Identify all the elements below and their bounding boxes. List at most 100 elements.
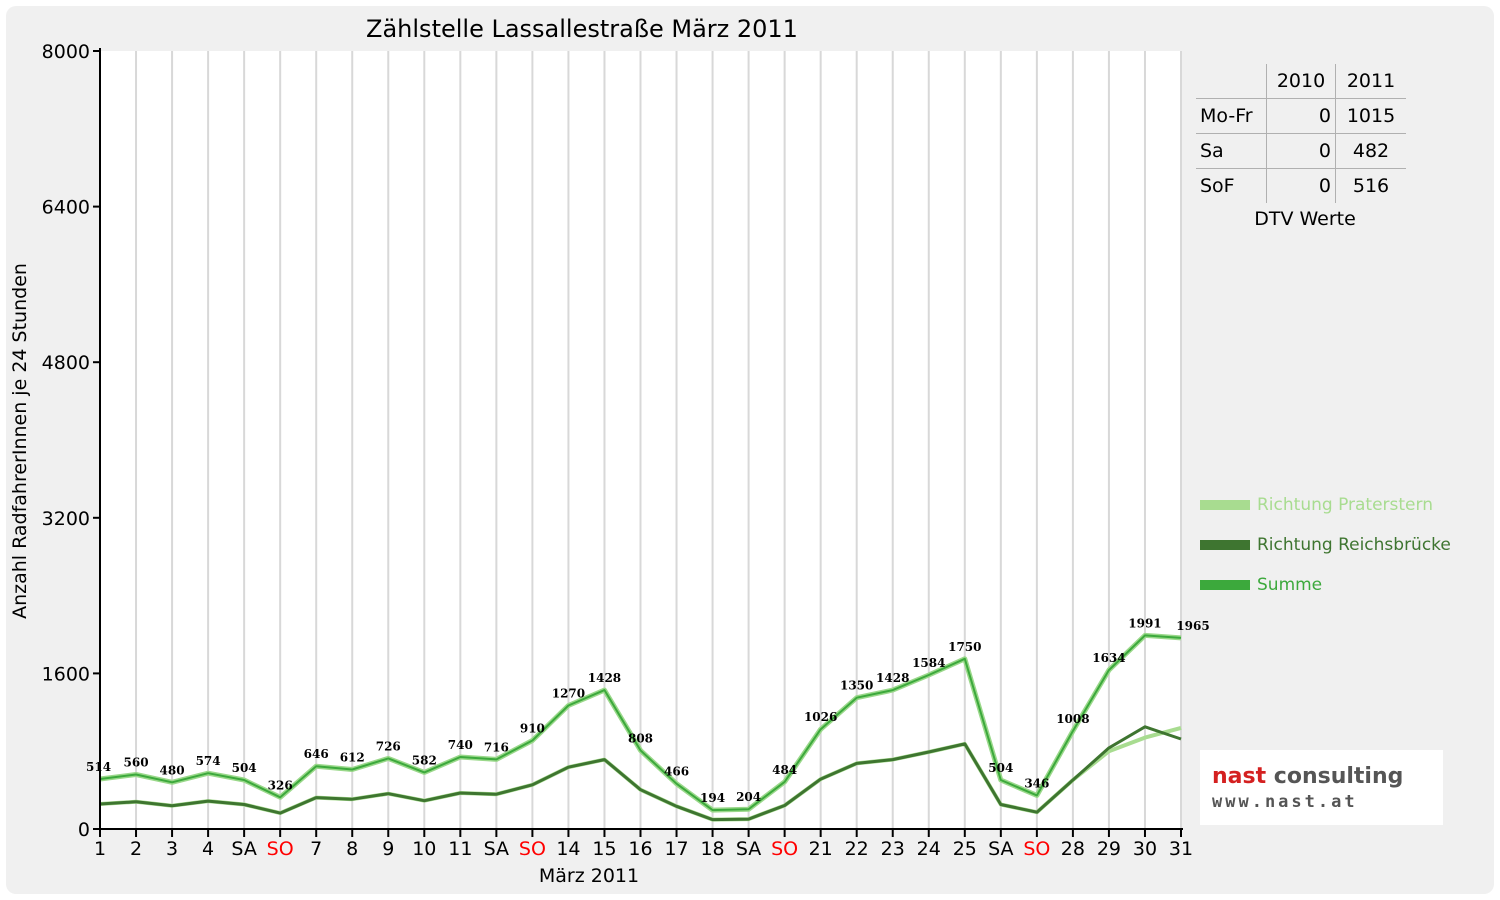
y-tick-label: 4800 [42,352,90,374]
dtv-row-label: Mo-Fr [1196,98,1267,134]
x-tick-label: 2 [130,838,142,860]
data-label: 1026 [804,710,837,724]
dtv-header-2011: 2011 [1335,64,1406,99]
x-tick-label: 7 [310,838,322,860]
x-tick-label: SA [231,838,256,860]
series-line-richtung-reichsbr-cke [99,725,1182,822]
x-tick-label: SO [771,838,798,860]
data-label: 466 [664,765,689,779]
x-tick-label: SO [519,838,546,860]
x-tick-label: 18 [700,838,724,860]
legend-swatch [1200,540,1250,550]
data-label: 1991 [1128,616,1161,630]
x-tick-label: 23 [881,838,905,860]
legend-item-summe: Summe [1200,575,1322,595]
data-label: 1634 [1092,651,1125,665]
data-label: 194 [700,791,725,805]
dtv-cell-2011: 482 [1335,133,1406,169]
data-label: 514 [86,760,111,774]
data-label: 504 [988,761,1013,775]
y-tick-label: 6400 [42,197,90,219]
data-label: 582 [412,753,437,767]
x-axis-label: März 2011 [539,865,639,887]
data-label: 1350 [840,679,873,693]
data-label: 346 [1024,776,1049,790]
dtv-row-label: SoF [1200,175,1235,197]
x-tick-label: 17 [664,838,688,860]
data-label: 480 [160,763,185,777]
dtv-header-empty [1196,64,1267,99]
chart-title: Zählstelle Lassallestraße März 2011 [366,15,798,43]
x-tick-label: SA [988,838,1013,860]
logo-wordmark: nast consulting [1212,764,1403,789]
x-tick-label: 4 [202,838,214,860]
legend-item-reichsbruecke: Richtung Reichsbrücke [1200,535,1451,555]
data-label: 1008 [1056,712,1089,726]
x-tick-label: 3 [166,838,178,860]
x-tick-label: 25 [953,838,977,860]
dtv-cell-2011: 1015 [1335,98,1406,134]
data-label: 560 [124,756,149,770]
dtv-cell-2010: 0 [1266,168,1336,203]
legend-swatch [1200,580,1250,590]
logo-gray-text: consulting [1266,764,1404,789]
x-tick-label: SO [267,838,294,860]
company-logo: nast consulting www.nast.at [1200,750,1443,825]
logo-url: www.nast.at [1212,792,1358,812]
dtv-caption: DTV Werte [1254,208,1356,230]
data-label: 1428 [876,671,909,685]
x-tick-label: 11 [448,838,472,860]
x-tick-label: 15 [592,838,616,860]
legend-swatch [1200,500,1250,510]
dtv-cell-2011: 516 [1335,168,1406,203]
y-tick-label: 0 [78,819,90,841]
dtv-cell-2010: 0 [1266,98,1336,134]
data-label: 1270 [552,686,585,700]
x-tick-label: 22 [845,838,869,860]
y-tick-label: 1600 [42,663,90,685]
y-axis-label: Anzahl RadfahrerInnen je 24 Stunden [9,263,31,619]
dtv-table: 2010 2011 Mo-Fr 0 1015 Sa 0 482 SoF 0 51… [1196,64,1406,203]
data-label: 612 [340,750,365,764]
x-tick-label: 21 [809,838,833,860]
data-label: 1750 [948,640,981,654]
data-label: 726 [376,739,401,753]
x-tick-label: 14 [556,838,580,860]
x-tick-label: 1 [94,838,106,860]
dtv-header-2010: 2010 [1266,64,1336,99]
logo-red-text: nast [1212,764,1267,789]
x-tick-label: SA [484,838,509,860]
x-tick-label: 10 [412,838,436,860]
data-label: 740 [448,738,473,752]
data-label: 646 [304,747,329,761]
legend-item-praterstern: Richtung Praterstern [1200,495,1433,515]
data-label: 1428 [588,671,621,685]
data-label: 1584 [912,656,945,670]
dtv-row-label: Sa [1196,133,1267,169]
dtv-cell-2010: 0 [1266,133,1336,169]
series-line-summe [99,634,1182,812]
data-label: 504 [232,761,257,775]
y-tick-label: 3200 [42,508,90,530]
x-tick-label: 28 [1061,838,1085,860]
x-tick-label: 16 [628,838,652,860]
y-tick-label: 8000 [42,41,90,63]
data-label: 910 [520,722,545,736]
x-tick-label: 30 [1133,838,1157,860]
x-tick-label: 8 [346,838,358,860]
data-label: 808 [628,731,653,745]
x-tick-label: SO [1023,838,1050,860]
x-tick-label: 9 [382,838,394,860]
legend-label: Richtung Praterstern [1257,495,1433,515]
data-label: 326 [268,778,293,792]
x-tick-label: 24 [917,838,941,860]
legend-label: Richtung Reichsbrücke [1257,535,1451,555]
data-label: 484 [772,763,797,777]
x-tick-label: 29 [1097,838,1121,860]
data-label: 716 [484,740,509,754]
legend-label: Summe [1257,575,1323,595]
x-tick-label: SA [736,838,761,860]
data-label: 204 [736,790,761,804]
data-label: 1965 [1176,619,1209,633]
